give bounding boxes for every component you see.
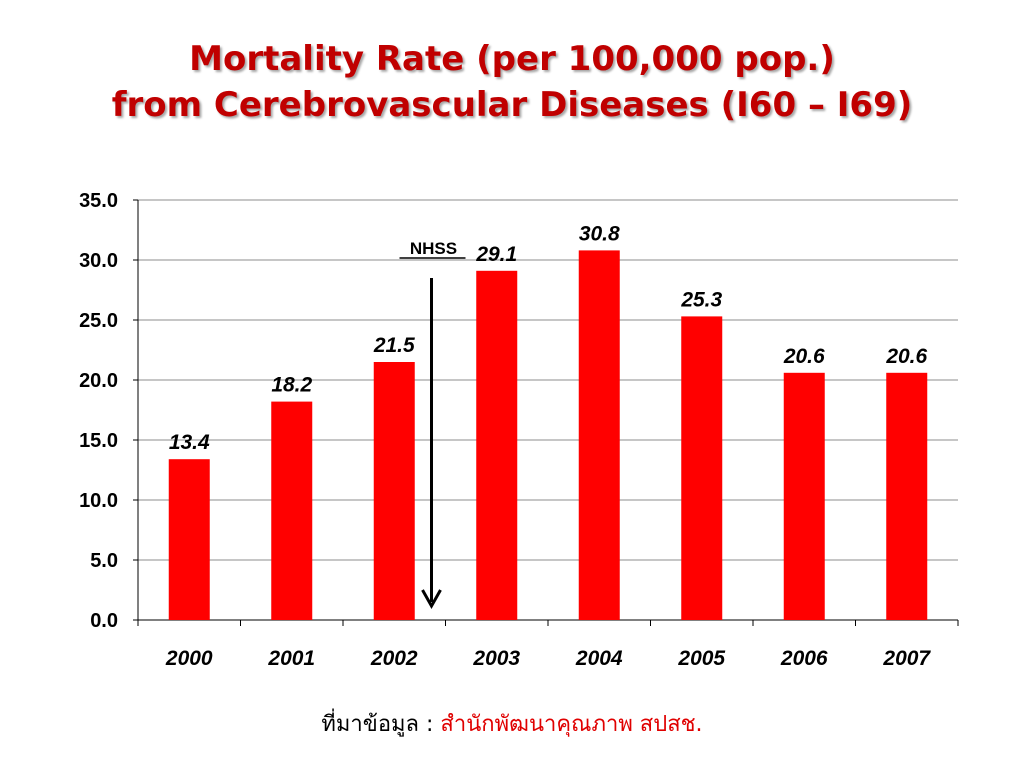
data-label-2007: 20.6 [885,345,927,368]
data-label-2002: 21.5 [373,334,415,357]
x-tick-label-2005: 2005 [677,647,725,670]
source-note: ที่มาข้อมูล : สำนักพัฒนาคุณภาพ สปสช. [0,706,1024,741]
x-tick-label-2007: 2007 [882,647,931,670]
source-label: ที่มาข้อมูล : [321,712,441,737]
bar-2002 [373,362,415,620]
bar-2001 [271,401,313,620]
y-tick-label: 0.0 [90,610,118,632]
x-tick-label-2002: 2002 [370,647,418,670]
bar-chart: 0.0 5.0 10.0 15.0 20.0 25.0 30.0 35.0 13.4 2000 18… [79,190,959,670]
y-tick-label: 25.0 [79,310,118,332]
chart-title-line2: from Cerebrovascular Diseases (I60 – I69… [111,85,913,125]
annotation-arrow-head [421,589,442,610]
bar-2005 [681,316,723,620]
bar-2004 [578,250,620,620]
y-tick-label: 30.0 [79,250,118,272]
y-tick-label: 5.0 [90,550,118,572]
y-tick-label: 20.0 [79,370,118,392]
data-label-2000: 13.4 [169,431,210,454]
bar-2006 [783,372,825,620]
x-tick-label-2000: 2000 [165,647,213,670]
y-tick-label: 10.0 [79,490,118,512]
data-label-2005: 25.3 [680,288,722,311]
y-tick-label: 15.0 [79,430,118,452]
annotation-nhss-label: NHSS [410,239,457,258]
bar-2000 [168,459,210,620]
source-value: สำนักพัฒนาคุณภาพ สปสช. [440,712,703,737]
data-label-2004: 30.8 [579,222,620,245]
x-tick-label-2003: 2003 [472,647,520,670]
chart-title: Mortality Rate (per 100,000 pop.) from C… [0,36,1024,128]
chart-title-line1: Mortality Rate (per 100,000 pop.) [189,39,835,79]
bar-2003 [476,270,518,620]
bar-2007 [886,372,928,620]
data-label-2001: 18.2 [271,374,312,397]
x-tick-label-2001: 2001 [267,647,315,670]
x-tick-label-2006: 2006 [780,647,828,670]
y-tick-label: 35.0 [79,190,118,212]
data-label-2006: 20.6 [783,345,825,368]
x-tick-label-2004: 2004 [575,647,623,670]
data-label-2003: 29.1 [475,243,517,266]
